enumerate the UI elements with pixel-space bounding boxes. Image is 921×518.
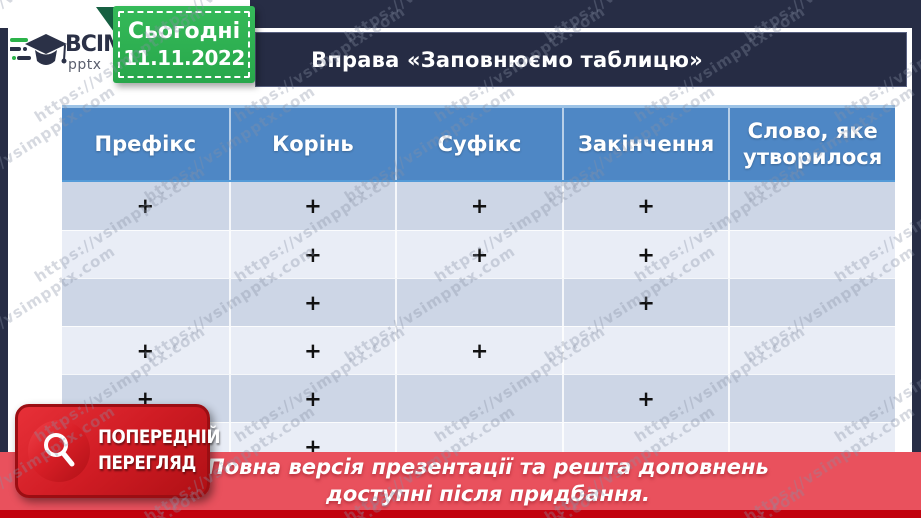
table-cell: + [228, 375, 396, 422]
preview-watermark-badge: ПОПЕРЕДНІЙ ПЕРЕГЛЯД [15, 404, 220, 498]
purchase-notice-line1: Повна версія презентації та решта доповн… [207, 455, 769, 479]
table-cell [728, 327, 895, 374]
table-cell [728, 375, 895, 422]
logo-sub-text: pptx [68, 57, 102, 73]
purchase-notice-line2: доступні після придбання. [325, 482, 651, 506]
preview-badge-line2: ПЕРЕГЛЯД [98, 452, 196, 474]
table-row: + + + + [62, 182, 895, 230]
column-header-word: Слово, яке утворилося [728, 108, 895, 180]
table-cell: + [561, 182, 729, 230]
column-header-suffix: Суфікс [395, 108, 562, 180]
table-cell [395, 423, 562, 456]
table-cell: + [228, 423, 396, 456]
column-header-prefix: Префікс [94, 131, 197, 156]
table-cell: + [136, 194, 155, 218]
table-row: + + [62, 278, 895, 326]
table-cell: + [228, 182, 396, 230]
left-navy-strip [0, 28, 8, 452]
brand-logo: ВСІМ pptx [8, 24, 125, 84]
table-header-row: Префікс Корінь Суфікс Закінчення Слово, … [62, 105, 895, 180]
bottom-red-strip [0, 510, 921, 518]
table-cell: + [228, 327, 396, 374]
right-navy-strip [912, 0, 921, 452]
preview-badge-line1: ПОПЕРЕДНІЙ [98, 426, 221, 448]
slide-title-bar: Вправа «Заповнюємо таблицю» [255, 32, 907, 87]
date-badge: Сьогодні 11.11.2022 [113, 6, 255, 83]
table-cell: + [136, 338, 155, 363]
column-header-ending: Закінчення [561, 108, 729, 180]
top-navy-band [250, 0, 921, 28]
table-cell [728, 423, 895, 456]
table-cell: + [395, 231, 562, 278]
table-cell: + [561, 279, 729, 326]
table-cell [62, 279, 229, 326]
table-cell [728, 279, 895, 326]
table-row: + + + [62, 326, 895, 374]
table-cell [561, 327, 729, 374]
date-badge-value: 11.11.2022 [123, 45, 245, 70]
table-cell [728, 182, 895, 230]
table-cell: + [395, 182, 562, 230]
graduation-cap-icon [10, 34, 67, 65]
table-cell [561, 423, 729, 456]
table-cell [62, 231, 229, 278]
table-cell: + [228, 231, 396, 278]
table-cell: + [561, 375, 729, 422]
preview-badge-text: ПОПЕРЕДНІЙ ПЕРЕГЛЯД [98, 424, 220, 476]
slide-title: Вправа «Заповнюємо таблицю» [311, 47, 703, 72]
table-cell [728, 231, 895, 278]
column-header-root: Корінь [228, 108, 396, 180]
magnifier-circle [28, 420, 90, 482]
date-badge-border [118, 11, 250, 78]
table-cell: + [228, 279, 396, 326]
date-badge-label: Сьогодні [127, 19, 241, 45]
magnifier-icon [44, 433, 75, 467]
table-body: + + + + + + + + + + + + + + + + [62, 180, 895, 456]
word-building-table: Префікс Корінь Суфікс Закінчення Слово, … [62, 105, 895, 456]
table-cell: + [561, 231, 729, 278]
table-cell: + [395, 327, 562, 374]
table-cell [395, 375, 562, 422]
table-cell [395, 279, 562, 326]
table-row: + + + [62, 230, 895, 278]
